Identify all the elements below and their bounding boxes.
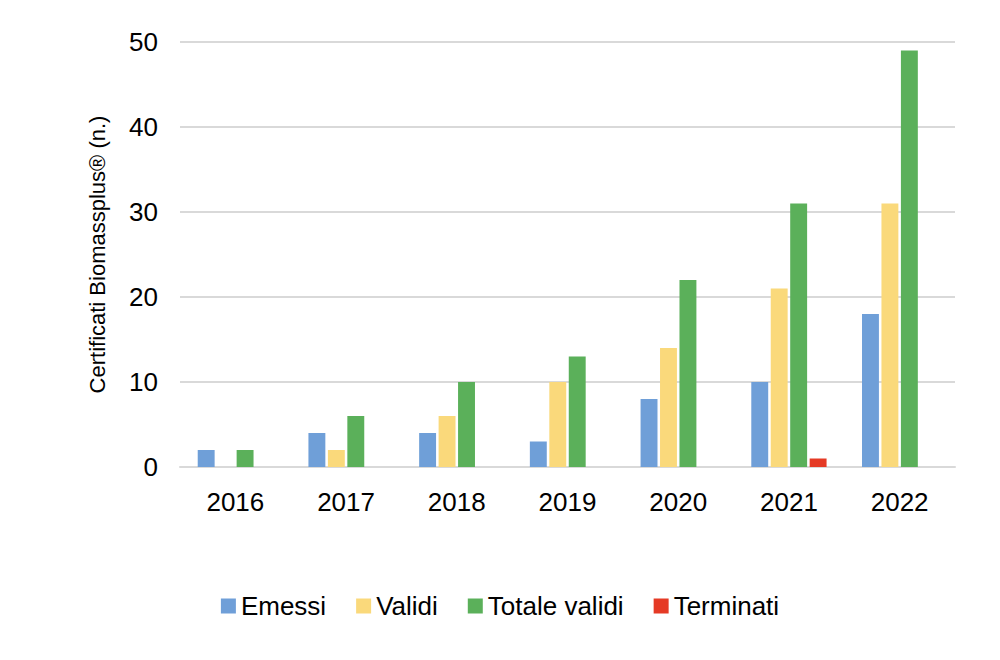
svg-text:Totale validi: Totale validi [488,591,624,621]
svg-text:Certificati Biomassplus® (n.): Certificati Biomassplus® (n.) [85,116,110,394]
svg-text:2018: 2018 [428,487,486,517]
svg-text:2021: 2021 [760,487,818,517]
svg-text:2022: 2022 [871,487,929,517]
svg-text:2019: 2019 [539,487,597,517]
svg-text:2017: 2017 [317,487,375,517]
svg-text:10: 10 [129,367,158,397]
svg-text:30: 30 [129,197,158,227]
svg-text:0: 0 [144,452,158,482]
svg-text:2016: 2016 [206,487,264,517]
svg-text:50: 50 [129,27,158,57]
svg-text:Validi: Validi [376,591,438,621]
svg-text:Emessi: Emessi [241,591,326,621]
svg-text:40: 40 [129,112,158,142]
svg-text:20: 20 [129,282,158,312]
svg-text:Terminati: Terminati [674,591,779,621]
svg-text:2020: 2020 [649,487,707,517]
